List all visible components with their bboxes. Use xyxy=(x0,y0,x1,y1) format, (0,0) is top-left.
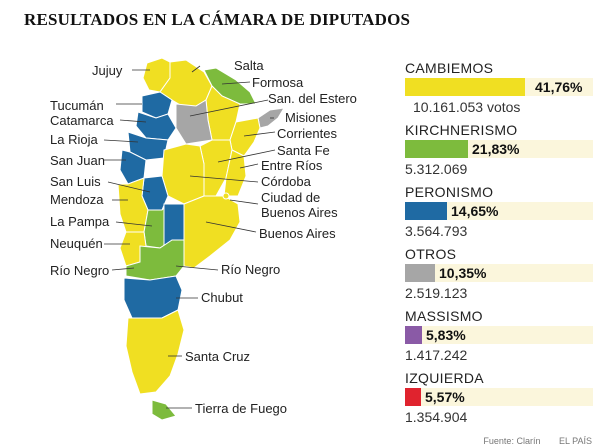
party-percentage: 10,35% xyxy=(439,265,487,281)
province-labels: Jujuy Salta Formosa Tucumán Catamarca Sa… xyxy=(50,58,357,416)
party-bar-row: 14,65% xyxy=(405,202,593,220)
party-votes: 2.519.123 xyxy=(405,285,468,301)
province-santiago-del-estero xyxy=(175,99,213,145)
party-bar xyxy=(405,264,435,282)
label-corrientes: Corrientes xyxy=(277,126,337,141)
label-santa-cruz: Santa Cruz xyxy=(185,349,250,364)
party-name: OTROS xyxy=(405,246,457,262)
label-rio-negro-left: Río Negro xyxy=(50,263,109,278)
party-votes: 5.312.069 xyxy=(405,161,468,177)
party-bar xyxy=(405,388,421,406)
province-entre-rios xyxy=(223,149,247,197)
party-peronismo: PERONISMO 14,65% 3.564.793 xyxy=(405,184,593,239)
party-votes: 1.417.242 xyxy=(405,347,468,363)
party-cambiemos: CAMBIEMOS 41,76% 10.161.053 votos xyxy=(405,60,593,115)
party-name: KIRCHNERISMO xyxy=(405,122,518,138)
label-rio-negro-right: Río Negro xyxy=(221,262,280,277)
label-salta: Salta xyxy=(234,58,264,73)
leader-lines xyxy=(103,65,276,409)
party-otros: OTROS 10,35% 2.519.123 xyxy=(405,246,593,301)
party-bar-row: 41,76% xyxy=(405,78,593,96)
party-massismo: MASSISMO 5,83% 1.417.242 xyxy=(405,308,593,363)
party-percentage: 21,83% xyxy=(472,141,520,157)
party-bar xyxy=(405,326,422,344)
party-bar xyxy=(405,78,525,96)
party-name: CAMBIEMOS xyxy=(405,60,494,76)
party-percentage: 14,65% xyxy=(451,203,499,219)
province-caba xyxy=(222,192,230,200)
label-santa-fe: Santa Fe xyxy=(277,143,330,158)
label-la-pampa: La Pampa xyxy=(50,214,110,229)
label-santiago: San. del Estero xyxy=(268,91,357,106)
party-votes: 10.161.053 votos xyxy=(413,99,521,115)
province-cordoba xyxy=(161,143,205,205)
party-name: MASSISMO xyxy=(405,308,483,324)
label-buenos-aires: Buenos Aires xyxy=(259,226,336,241)
source-text: Fuente: Clarín xyxy=(483,436,541,446)
source-credit: Fuente: Clarín EL PAÍS xyxy=(467,436,592,446)
label-cordoba: Córdoba xyxy=(261,174,312,189)
label-caba-line2: Buenos Aires xyxy=(261,205,338,220)
label-neuquen: Neuquén xyxy=(50,236,103,251)
party-percentage: 5,57% xyxy=(425,389,465,405)
party-kirchnerismo: KIRCHNERISMO 21,83% 5.312.069 xyxy=(405,122,593,177)
label-mendoza: Mendoza xyxy=(50,192,104,207)
label-san-luis: San Luis xyxy=(50,174,101,189)
label-formosa: Formosa xyxy=(252,75,304,90)
label-san-juan: San Juan xyxy=(50,153,105,168)
label-caba-line1: Ciudad de xyxy=(261,190,320,205)
party-bar xyxy=(405,140,468,158)
party-name: IZQUIERDA xyxy=(405,370,484,386)
province-santa-cruz xyxy=(125,309,185,395)
label-la-rioja: La Rioja xyxy=(50,132,98,147)
label-misiones: Misiones xyxy=(285,110,337,125)
label-tierra-del-fuego: Tierra de Fuego xyxy=(195,401,287,416)
party-votes: 1.354.904 xyxy=(405,409,468,425)
publisher-text: EL PAÍS xyxy=(558,436,592,446)
label-entre-rios: Entre Ríos xyxy=(261,158,323,173)
party-bar-row: 10,35% xyxy=(405,264,593,282)
label-tucuman: Tucumán xyxy=(50,98,104,113)
party-bar-row: 5,83% xyxy=(405,326,593,344)
chart-title: RESULTADOS EN LA CÁMARA DE DIPUTADOS xyxy=(24,10,411,29)
party-votes: 3.564.793 xyxy=(405,223,468,239)
province-chubut xyxy=(123,275,183,319)
label-catamarca: Catamarca xyxy=(50,113,114,128)
province-tierra-del-fuego xyxy=(151,399,177,421)
party-bar-row: 5,57% xyxy=(405,388,593,406)
label-jujuy: Jujuy xyxy=(92,63,123,78)
party-percentage: 5,83% xyxy=(426,327,466,343)
label-chubut: Chubut xyxy=(201,290,243,305)
party-name: PERONISMO xyxy=(405,184,494,200)
province-catamarca xyxy=(135,111,177,141)
province-shapes xyxy=(117,57,285,421)
party-percentage: 41,76% xyxy=(535,79,583,95)
party-izquierda: IZQUIERDA 5,57% 1.354.904 xyxy=(405,370,593,425)
party-bar xyxy=(405,202,447,220)
party-bar-row: 21,83% xyxy=(405,140,593,158)
